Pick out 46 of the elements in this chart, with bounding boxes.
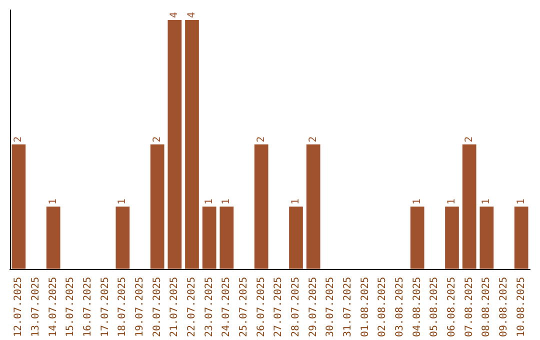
x-tick-label: 13.07.2025 xyxy=(30,276,42,338)
x-tick-label: 06.08.2025 xyxy=(446,276,458,338)
x-tick-label: 18.07.2025 xyxy=(117,276,128,338)
x-tick-label: 31.07.2025 xyxy=(342,276,354,338)
x-tick-label: 03.08.2025 xyxy=(394,276,406,338)
x-tick-label: 09.08.2025 xyxy=(498,276,510,338)
x-tick-label: 28.07.2025 xyxy=(290,276,302,338)
x-tick-label: 04.08.2025 xyxy=(412,276,423,338)
x-tick-label: 08.08.2025 xyxy=(481,276,492,338)
x-tick-label: 19.07.2025 xyxy=(134,276,146,338)
x-tick-label: 26.07.2025 xyxy=(256,276,267,338)
data-label: 1 xyxy=(290,198,302,205)
data-label: 1 xyxy=(412,198,423,205)
data-label: 2 xyxy=(152,136,163,142)
x-tick-label: 12.07.2025 xyxy=(13,276,24,338)
x-tick-label: 30.07.2025 xyxy=(325,276,336,338)
data-label: 1 xyxy=(48,198,59,205)
data-label: 2 xyxy=(13,136,24,142)
x-tick-label: 27.07.2025 xyxy=(273,276,284,338)
data-label: 4 xyxy=(169,12,180,18)
x-tick-label: 17.07.2025 xyxy=(100,276,111,338)
x-tick-label: 01.08.2025 xyxy=(360,276,371,338)
x-tick-label: 25.07.2025 xyxy=(238,276,250,338)
x-tick-label: 15.07.2025 xyxy=(65,276,76,338)
x-tick-label: 07.08.2025 xyxy=(464,276,475,338)
x-tick-label: 14.07.2025 xyxy=(48,276,59,338)
x-tick-label: 29.07.2025 xyxy=(308,276,319,338)
data-label: 4 xyxy=(186,12,198,18)
x-tick-label: 21.07.2025 xyxy=(169,276,180,338)
x-tick-label: 16.07.2025 xyxy=(82,276,94,338)
x-tick-label: 05.08.2025 xyxy=(429,276,440,338)
data-label: 2 xyxy=(256,136,267,142)
x-tick-label: 10.08.2025 xyxy=(516,276,527,338)
data-label: 1 xyxy=(481,198,492,205)
data-label: 1 xyxy=(516,198,527,205)
x-tick-label: 24.07.2025 xyxy=(221,276,232,338)
data-label: 2 xyxy=(308,136,319,142)
data-label: 1 xyxy=(446,198,458,205)
x-tick-label: 23.07.2025 xyxy=(204,276,215,338)
data-label: 1 xyxy=(117,198,128,205)
x-tick-label: 02.08.2025 xyxy=(377,276,388,338)
x-tick-label: 22.07.2025 xyxy=(186,276,198,338)
data-label: 1 xyxy=(221,198,232,205)
data-label: 2 xyxy=(464,136,475,142)
x-tick-label: 20.07.2025 xyxy=(152,276,163,338)
data-label: 1 xyxy=(204,198,215,205)
